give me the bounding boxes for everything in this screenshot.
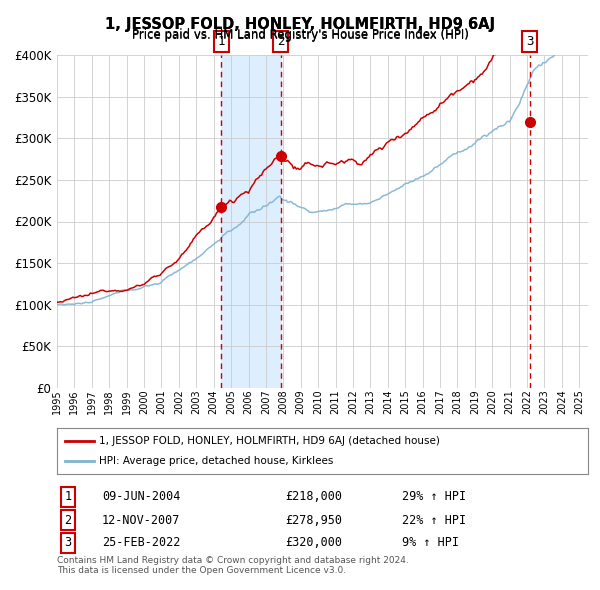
- Text: Price paid vs. HM Land Registry's House Price Index (HPI): Price paid vs. HM Land Registry's House …: [131, 28, 469, 41]
- Text: 3: 3: [526, 35, 533, 48]
- Text: 1, JESSOP FOLD, HONLEY, HOLMFIRTH, HD9 6AJ: 1, JESSOP FOLD, HONLEY, HOLMFIRTH, HD9 6…: [105, 17, 495, 31]
- Text: 25-FEB-2022: 25-FEB-2022: [102, 536, 181, 549]
- Text: 12-NOV-2007: 12-NOV-2007: [102, 513, 181, 526]
- Text: 1, JESSOP FOLD, HONLEY, HOLMFIRTH, HD9 6AJ: 1, JESSOP FOLD, HONLEY, HOLMFIRTH, HD9 6…: [105, 17, 495, 31]
- Text: 29% ↑ HPI: 29% ↑ HPI: [402, 490, 466, 503]
- Text: Contains HM Land Registry data © Crown copyright and database right 2024.
This d: Contains HM Land Registry data © Crown c…: [57, 556, 409, 575]
- Text: £278,950: £278,950: [285, 513, 342, 526]
- Bar: [221, 55, 281, 388]
- Text: 22% ↑ HPI: 22% ↑ HPI: [402, 513, 466, 526]
- Text: HPI: Average price, detached house, Kirklees: HPI: Average price, detached house, Kirk…: [100, 456, 334, 466]
- Text: 1, JESSOP FOLD, HONLEY, HOLMFIRTH, HD9 6AJ (detached house): 1, JESSOP FOLD, HONLEY, HOLMFIRTH, HD9 6…: [100, 436, 440, 446]
- Text: 1: 1: [64, 490, 71, 503]
- Text: 1: 1: [218, 35, 225, 48]
- Text: 9% ↑ HPI: 9% ↑ HPI: [402, 536, 459, 549]
- Text: £320,000: £320,000: [285, 536, 342, 549]
- Text: Price paid vs. HM Land Registry's House Price Index (HPI): Price paid vs. HM Land Registry's House …: [131, 30, 469, 42]
- Text: £218,000: £218,000: [285, 490, 342, 503]
- Text: 3: 3: [64, 536, 71, 549]
- Text: 2: 2: [64, 513, 71, 526]
- Text: 2: 2: [277, 35, 284, 48]
- Text: 09-JUN-2004: 09-JUN-2004: [102, 490, 181, 503]
